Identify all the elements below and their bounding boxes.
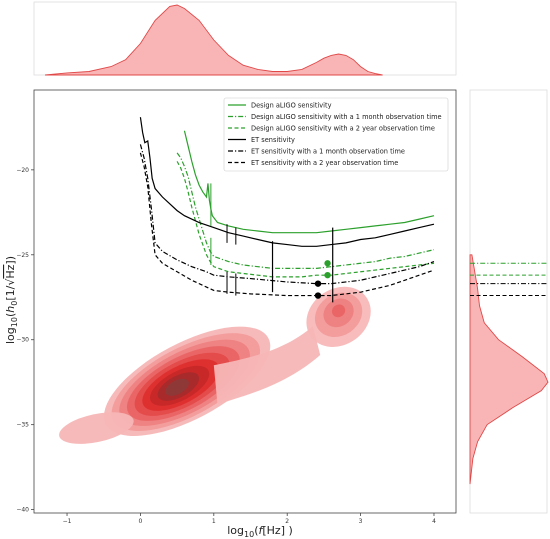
series-line-2 [176, 161, 435, 278]
y-tick-label: −40 [16, 507, 29, 514]
series-line-5 [139, 152, 435, 297]
right-marginal [469, 89, 549, 514]
right-marginal-threshold-lines [470, 262, 547, 297]
x-tick-label: 4 [432, 518, 436, 525]
top-marginal [33, 1, 457, 76]
joint-kde-contours [59, 286, 371, 444]
x-tick-label: −1 [63, 518, 72, 525]
sensitivity-curves [139, 117, 435, 297]
series-line-0 [183, 130, 435, 234]
series-line-1 [176, 152, 435, 269]
kde-contour-main [165, 378, 189, 396]
top-marginal-kde-fill [44, 4, 383, 76]
legend-box [223, 97, 449, 172]
x-axis-ticks: −1 0 1 2 3 4 [63, 513, 436, 525]
x-axis-label: log10(f[Hz] ) [227, 524, 293, 539]
legend-label-1: Design aLIGO sensitivity with a 1 month … [251, 113, 442, 121]
y-tick-label: −35 [16, 422, 29, 429]
legend-label-0: Design aLIGO sensitivity [251, 101, 332, 109]
x-tick-label: 0 [139, 518, 143, 525]
main-axes: −1 0 1 2 3 4 −20 −25 −30 −35 −40 Design aLIGO sen… [16, 89, 457, 525]
kde-contour-bridge [213, 326, 321, 405]
legend-label-5: ET sensitivity with a 2 year observation… [251, 159, 398, 167]
marker-point-0 [324, 260, 331, 267]
x-tick-label: 1 [212, 518, 216, 525]
right-marginal-kde-fill [469, 254, 549, 485]
y-axis-ticks: −20 −25 −30 −35 −40 [16, 167, 34, 514]
y-axis-label: log10(h0[1/√Hz]) [4, 256, 19, 344]
y-tick-label: −20 [16, 167, 29, 174]
right-marginal-frame [469, 89, 548, 514]
legend-label-2: Design aLIGO sensitivity with a 2 year o… [251, 124, 435, 132]
marker-point-3 [314, 292, 322, 299]
y-tick-label: −30 [16, 337, 29, 344]
marker-point-1 [324, 271, 331, 279]
marker-point-2 [314, 280, 322, 287]
x-tick-label: 2 [285, 518, 289, 525]
detection-markers [314, 260, 331, 299]
series-line-4 [139, 144, 435, 285]
x-tick-label: 3 [359, 518, 363, 525]
y-tick-label: −25 [16, 252, 29, 259]
legend: Design aLIGO sensitivity Design aLIGO sen… [223, 97, 449, 172]
legend-label-3: ET sensitivity [251, 136, 295, 144]
vertical-marker-lines [271, 227, 334, 303]
legend-label-4: ET sensitivity with a 1 month observatio… [251, 147, 405, 155]
main-axes-frame [33, 89, 457, 514]
kde-contour-secondary [331, 304, 346, 318]
kde-contour-tail [59, 412, 134, 444]
top-marginal-frame [33, 1, 457, 76]
